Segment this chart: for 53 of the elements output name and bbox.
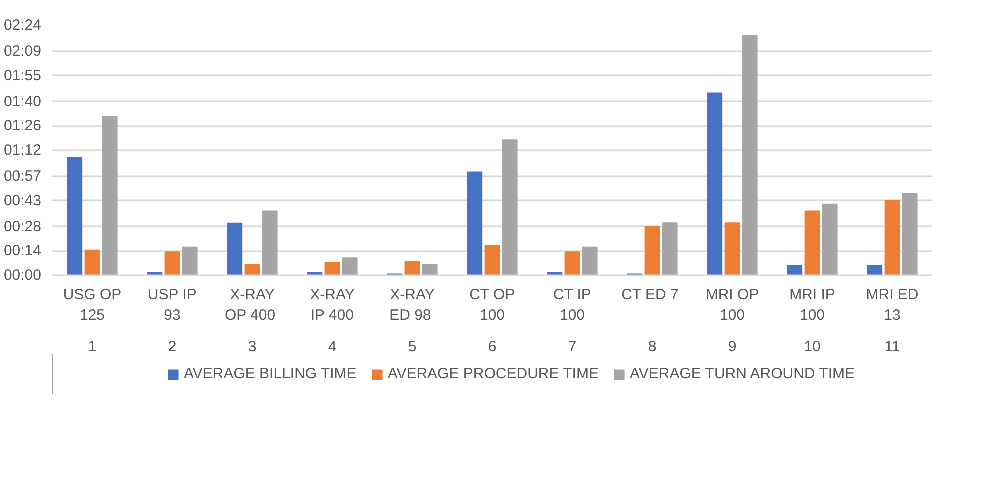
y-tick-label: 00:00 bbox=[4, 267, 42, 284]
bar bbox=[422, 264, 438, 276]
category-label: X-RAY ED 98 5 bbox=[390, 286, 435, 356]
category-label: X-RAY OP 400 3 bbox=[224, 286, 276, 356]
category-label: MRI ED 13 11 bbox=[866, 286, 919, 356]
bar bbox=[804, 210, 820, 276]
y-tick-label: 02:24 bbox=[4, 17, 42, 34]
y-tick-label: 00:57 bbox=[4, 168, 42, 186]
bar bbox=[644, 226, 660, 276]
category-label: USG OP 125 1 bbox=[63, 286, 122, 356]
y-tick-label: 00:14 bbox=[4, 242, 42, 260]
bar bbox=[742, 35, 758, 276]
bar bbox=[244, 264, 260, 276]
bar bbox=[342, 258, 358, 276]
legend-label: AVERAGE BILLING TIME bbox=[184, 366, 357, 382]
bar bbox=[582, 246, 598, 276]
bar bbox=[564, 252, 580, 276]
bar bbox=[724, 222, 740, 276]
bar bbox=[484, 245, 500, 276]
y-tick-label: 02:09 bbox=[4, 43, 42, 60]
bar bbox=[182, 246, 198, 276]
y-tick-label: 01:40 bbox=[4, 93, 42, 110]
y-tick-label: 00:28 bbox=[4, 218, 42, 236]
bar bbox=[502, 140, 518, 276]
y-tick-label: 01:26 bbox=[4, 118, 42, 135]
bar bbox=[867, 265, 883, 276]
category-label: CT IP 100 7 bbox=[553, 286, 592, 356]
category-label: CT ED 7 8 bbox=[622, 286, 679, 356]
category-label: MRI IP 100 10 bbox=[790, 286, 836, 356]
bar bbox=[707, 92, 723, 276]
y-tick-label: 01:12 bbox=[4, 142, 42, 159]
bar bbox=[884, 200, 900, 276]
bar bbox=[787, 265, 803, 276]
category-label: X-RAY IP 400 4 bbox=[310, 286, 355, 356]
bar bbox=[227, 222, 243, 276]
category-label: MRI OP 100 9 bbox=[706, 286, 760, 356]
y-tick-label: 00:43 bbox=[4, 192, 42, 210]
category-label: USP IP 93 2 bbox=[148, 286, 197, 356]
y-tick-label: 01:55 bbox=[4, 67, 42, 84]
legend-label: AVERAGE TURN AROUND TIME bbox=[630, 366, 856, 382]
bar bbox=[404, 261, 420, 276]
legend-label: AVERAGE PROCEDURE TIME bbox=[388, 366, 599, 382]
bar bbox=[324, 262, 340, 276]
bar bbox=[262, 210, 278, 276]
bar bbox=[84, 250, 100, 276]
bar bbox=[67, 156, 83, 276]
bar bbox=[467, 172, 483, 276]
bar bbox=[102, 116, 118, 276]
bar bbox=[822, 204, 838, 276]
category-label: CT OP 100 6 bbox=[470, 286, 516, 356]
bar bbox=[164, 252, 180, 276]
bar bbox=[662, 222, 678, 276]
bar bbox=[902, 193, 918, 276]
